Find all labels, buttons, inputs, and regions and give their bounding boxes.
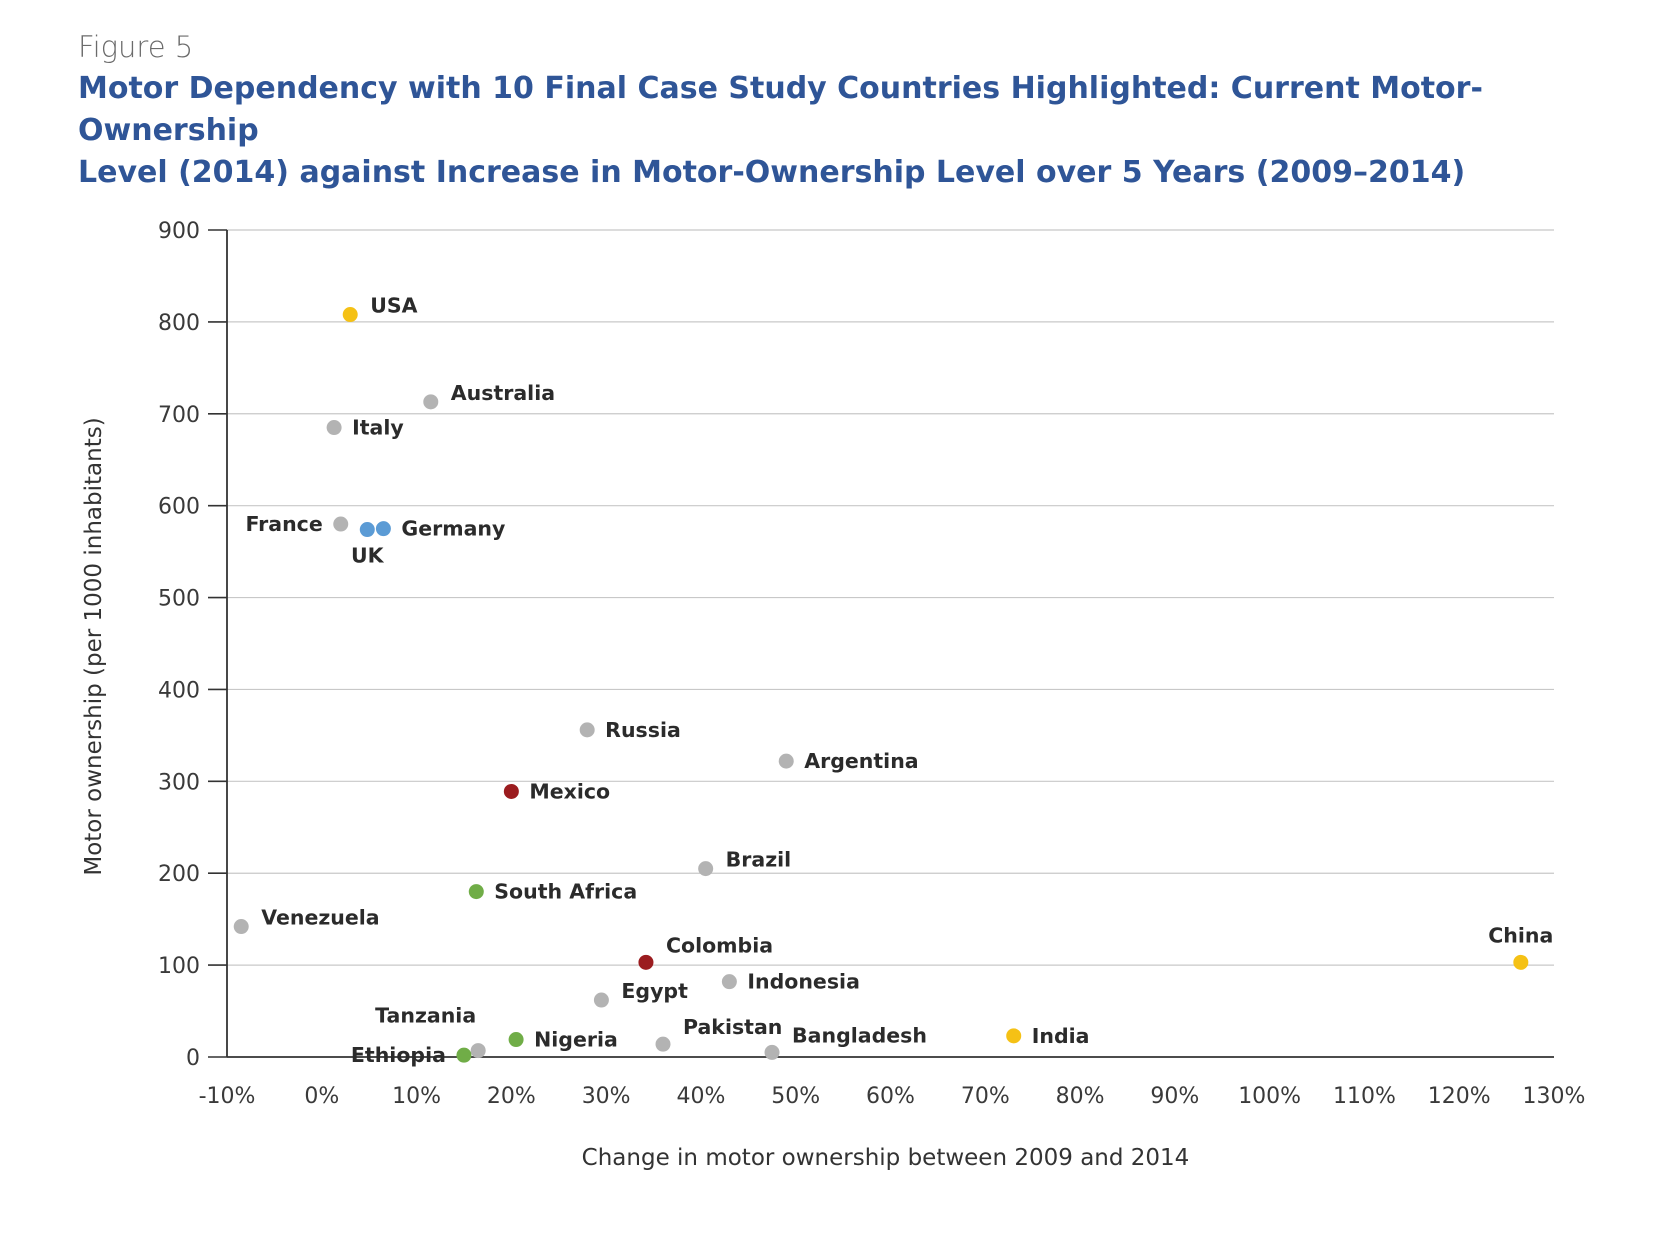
figure-label: Figure 5 [78,30,194,64]
x-tick-label: 110% [1333,1084,1396,1109]
x-tick-label: 60% [866,1084,915,1109]
label-germany: Germany [401,517,505,541]
x-tick-label: 10% [392,1084,441,1109]
chart-title-line-2: Level (2014) against Increase in Motor-O… [78,155,1466,190]
label-nigeria: Nigeria [534,1028,618,1052]
point-indonesia [721,974,737,990]
label-brazil: Brazil [726,848,792,872]
x-tick-labels: -10% 0% 10% 20% 30% 40% 50% 60% 70% 80% 90% 100% 110… [199,1084,1586,1109]
label-china: China [1488,923,1553,947]
y-tick-labels: 0 100 200 300 400 500 600 700 800 900 [158,219,200,1071]
point-usa [342,307,358,323]
x-tick-label: 20% [487,1084,536,1109]
x-tick-label: -10% [199,1084,256,1109]
point-uk [359,522,375,538]
label-russia: Russia [605,718,681,742]
label-bangladesh: Bangladesh [792,1023,927,1047]
label-mexico: Mexico [529,779,610,803]
point-ethiopia [456,1047,472,1063]
point-labels: USA Australia Italy France UK Germany Russia Ar… [245,294,1553,1068]
label-indonesia: Indonesia [747,970,860,994]
x-tick-label: 70% [961,1084,1010,1109]
point-bangladesh [764,1044,780,1060]
point-australia [423,394,439,410]
label-venezuela: Venezuela [261,906,379,930]
point-egypt [593,992,609,1008]
chart-title: Motor Dependency with 10 Final Case Stud… [78,68,1618,194]
y-tick-label: 100 [158,954,200,979]
label-ethiopia: Ethiopia [351,1043,446,1067]
y-tick-label: 0 [186,1046,200,1071]
point-venezuela [233,919,249,935]
y-tick-label: 200 [158,862,200,887]
x-tick-label: 40% [676,1084,725,1109]
y-tick-label: 400 [158,678,200,703]
point-china [1513,954,1529,970]
x-tick-label: 80% [1056,1084,1105,1109]
point-brazil [698,861,714,877]
point-pakistan [655,1036,671,1052]
point-south-africa [468,884,484,900]
point-argentina [778,753,794,769]
y-tick-label: 600 [158,495,200,520]
label-india: India [1032,1024,1090,1048]
label-italy: Italy [352,416,404,440]
label-australia: Australia [451,381,555,405]
label-pakistan: Pakistan [683,1015,782,1039]
x-tick-label: 100% [1238,1084,1301,1109]
x-tick-label: 130% [1523,1084,1586,1109]
label-uk: UK [351,544,385,568]
point-russia [579,722,595,738]
x-tick-label: 90% [1150,1084,1199,1109]
x-tick-label: 120% [1428,1084,1491,1109]
point-italy [326,420,342,436]
point-india [1006,1028,1022,1044]
x-tick-label: 30% [582,1084,631,1109]
data-points [233,307,1529,1063]
gridlines [227,229,1554,966]
point-mexico [503,783,519,799]
label-usa: USA [370,294,417,318]
label-argentina: Argentina [804,749,918,773]
label-egypt: Egypt [621,979,688,1003]
x-tick-label: 50% [771,1084,820,1109]
point-nigeria [508,1032,524,1048]
label-france: France [245,512,322,536]
y-tick-label: 700 [158,403,200,428]
x-axis-title: Change in motor ownership between 2009 a… [582,1145,1190,1171]
y-tick-label: 800 [158,311,200,336]
y-axis-title: Motor ownership (per 1000 inhabitants) [81,417,107,875]
y-tick-label: 300 [158,770,200,795]
point-france [333,516,349,532]
chart-title-line-1: Motor Dependency with 10 Final Case Stud… [78,71,1483,148]
y-tick-label: 900 [158,219,200,244]
x-tick-label: 0% [304,1084,339,1109]
label-tanzania: Tanzania [375,1004,476,1028]
point-germany [375,521,391,537]
y-tick-label: 500 [158,587,200,612]
point-colombia [638,954,654,970]
label-colombia: Colombia [666,933,773,957]
label-south-africa: South Africa [494,880,637,904]
axes [208,229,1554,1058]
point-tanzania [470,1043,486,1059]
